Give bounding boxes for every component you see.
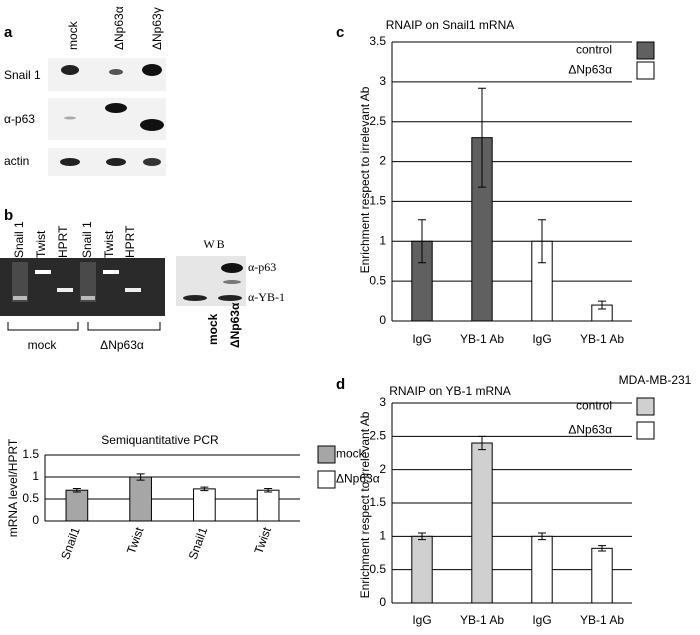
legend-swatch (636, 397, 655, 416)
x-tick-label: IgG (412, 613, 431, 627)
y-axis-label: Enrichment respect to irrelevant Ab (358, 86, 372, 273)
lane-label: mock (66, 20, 80, 50)
y-tick-label: 0.5 (22, 491, 39, 505)
legend-swatch (636, 421, 655, 440)
legend-label: control (576, 43, 612, 57)
x-tick-label: YB-1 Ab (580, 332, 624, 346)
gel (0, 258, 165, 316)
lane-label: HPRT (123, 225, 137, 258)
x-tick-label: Snail1 (58, 525, 83, 561)
chart-title: RNAIP on Snail1 mRNA (386, 18, 515, 32)
y-axis-label: Enrichment respect to irrelevant Ab (358, 411, 372, 598)
x-tick-label: IgG (412, 332, 431, 346)
chart-title: Semiquantitative PCR (101, 433, 219, 447)
legend-swatch (636, 61, 655, 80)
lane-label: ΔNp63α (228, 302, 242, 348)
chart-title: RNAIP on YB-1 mRNA (389, 384, 511, 398)
bracket (7, 322, 161, 331)
error-bar (72, 487, 81, 493)
bar (65, 489, 89, 522)
error-bar (538, 219, 546, 264)
x-tick-label: IgG (532, 613, 551, 627)
y-tick-label: 0.5 (369, 562, 386, 576)
y-axis-label: mRNA level/HPRT (6, 438, 20, 537)
x-tick-label: Twist (124, 525, 147, 556)
blot (48, 58, 166, 176)
panel-letter: d (336, 376, 345, 393)
y-tick-label: 1.5 (369, 495, 386, 509)
band-label: α-p63 (248, 260, 276, 274)
legend-label: ΔNp63α (336, 472, 380, 486)
lane-label: HPRT (56, 225, 70, 258)
row-label: actin (4, 154, 29, 168)
legend-label: mock (336, 447, 366, 461)
x-tick-label: YB-1 Ab (460, 613, 504, 627)
y-tick-label: 2.5 (369, 429, 386, 443)
y-tick-label: 0.5 (369, 273, 386, 287)
y-tick-label: 3.5 (369, 34, 386, 48)
bar (471, 442, 493, 604)
y-tick-label: 1.5 (22, 447, 39, 461)
y-tick-label: 1.5 (369, 194, 386, 208)
row-label: Snail 1 (4, 68, 41, 82)
bar (256, 489, 280, 522)
bar (411, 535, 433, 604)
y-tick-label: 2 (379, 462, 386, 476)
error-bar (598, 545, 606, 552)
wb-title: WB (203, 237, 226, 251)
x-tick-label: Snail1 (186, 525, 211, 561)
row-label: α-p63 (4, 112, 35, 126)
error-bar (264, 487, 273, 493)
lane-label: Twist (102, 230, 116, 258)
western-blot (176, 256, 246, 306)
band-label: α-YB-1 (248, 290, 285, 304)
x-tick-label: IgG (532, 332, 551, 346)
y-tick-label: 1 (32, 469, 39, 483)
panel-letter: a (4, 24, 13, 41)
legend-label: ΔNp63α (568, 63, 612, 77)
lane-label: mock (206, 313, 220, 345)
x-tick-label: YB-1 Ab (580, 613, 624, 627)
error-bar (538, 532, 546, 541)
y-tick-label: 3 (379, 74, 386, 88)
legend-swatch (636, 41, 655, 60)
error-bar (598, 300, 606, 310)
error-bar (200, 486, 209, 492)
lane-label: ΔNp63α (112, 6, 126, 50)
error-bar (418, 532, 426, 541)
bar (129, 476, 152, 522)
panel-letter: b (4, 207, 13, 224)
group-label: ΔNp63α (100, 338, 144, 352)
x-tick-label: Twist (251, 525, 274, 556)
legend-swatch (317, 470, 336, 489)
error-bar (478, 87, 486, 188)
y-tick-label: 1 (379, 233, 386, 247)
lane-label: Snail 1 (12, 221, 26, 258)
y-tick-label: 0 (379, 595, 386, 609)
y-tick-label: 2 (379, 154, 386, 168)
lane-label: Twist (34, 230, 48, 258)
lane-label: Snail 1 (80, 221, 94, 258)
y-tick-label: 3 (379, 395, 386, 409)
legend-label: ΔNp63α (568, 423, 612, 437)
group-label: mock (28, 338, 58, 352)
y-tick-label: 2.5 (369, 114, 386, 128)
y-tick-label: 1 (379, 529, 386, 543)
bar (193, 488, 216, 522)
lane-label: ΔNp63γ (150, 7, 164, 50)
x-tick-label: YB-1 Ab (460, 332, 504, 346)
bar (591, 547, 613, 604)
legend-swatch (317, 445, 336, 464)
legend-label: control (576, 399, 612, 413)
annotation: MDA-MB-231 (619, 373, 692, 387)
error-bar (136, 473, 145, 481)
panel-letter: c (336, 24, 344, 41)
y-tick-label: 0 (32, 513, 39, 527)
error-bar (418, 219, 426, 264)
error-bar (478, 435, 486, 451)
bar (531, 535, 553, 604)
y-tick-label: 0 (379, 313, 386, 327)
